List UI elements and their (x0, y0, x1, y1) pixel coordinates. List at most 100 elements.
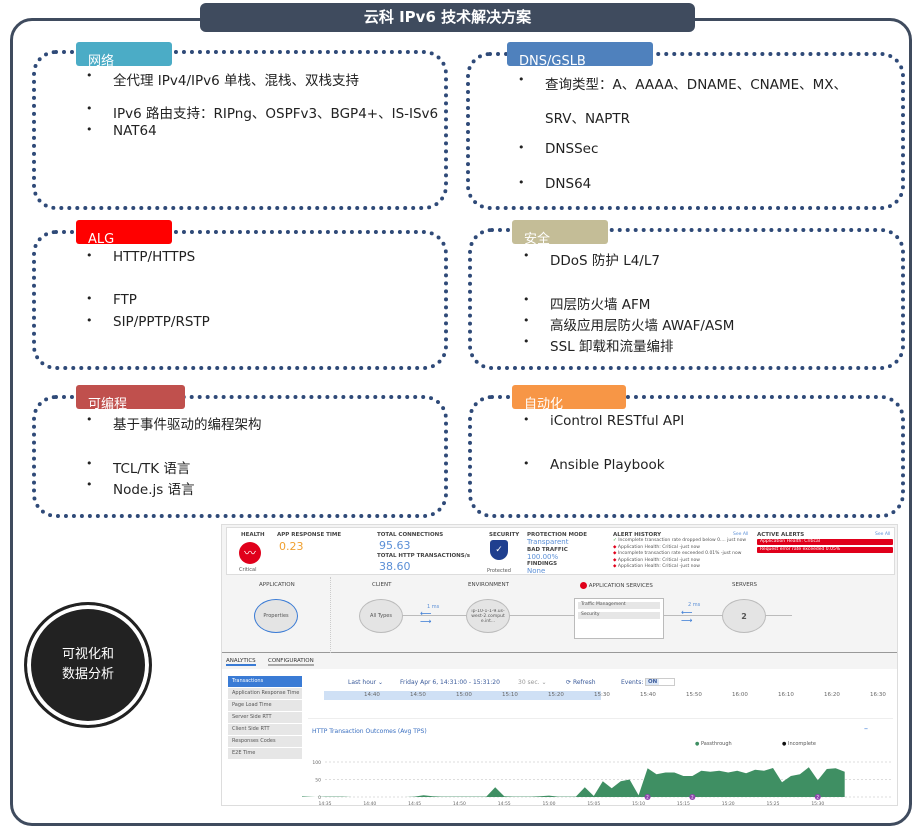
bullet: • (86, 102, 93, 115)
section-box (468, 395, 905, 518)
collapse-icon[interactable]: – (864, 724, 868, 733)
section-item: • 全代理 IPv4/IPv6 单栈、混栈、双栈支持 (86, 69, 359, 89)
active-alerts-see-all[interactable]: See All (875, 532, 891, 537)
bidirectional-arrows-icon: ⟵ ⟶ (420, 609, 432, 626)
tab-analytics[interactable]: ANALYTICS (226, 658, 256, 666)
service-traffic-management[interactable]: Traffic Management (578, 602, 660, 609)
item-text: SRV、NAPTR (545, 111, 631, 127)
refresh-label: Refresh (572, 679, 596, 686)
item-text: SSL 卸载和流量编排 (550, 339, 674, 355)
active-alert[interactable]: Request error rate exceeded 0.05% (757, 547, 893, 553)
analytics-menu-item[interactable]: Transactions (228, 676, 302, 687)
analytics-menu-item[interactable]: Responses Codes (228, 736, 302, 747)
alert-text: Incomplete transaction rate exceeded 0.0… (617, 551, 742, 556)
range-select[interactable]: Last hour ⌄ (348, 679, 384, 686)
alert-history-item: ◆ Application Health: Critical -just now (613, 564, 753, 571)
connections-value: 95.63 (379, 539, 411, 552)
timeline-tick: 15:10 (502, 692, 518, 698)
alert-text: Application Health: Critical -just now (617, 564, 700, 569)
analytics-menu-item[interactable]: E2E Time (228, 748, 302, 759)
analytics-menu-item[interactable]: Client Side RTT (228, 724, 302, 735)
transactions-chart: 0 50 100 14:35 14:40 14:45 14:50 14:55 15:00 15:0… (302, 760, 892, 806)
service-security[interactable]: Security (578, 612, 660, 619)
x-tick-label: 14:35 (319, 801, 332, 806)
event-count: 2 (646, 795, 649, 800)
timeline-tick: 14:40 (364, 692, 380, 698)
health-label: HEALTH (241, 532, 265, 538)
active-alert[interactable]: Application Health: Critical (757, 539, 893, 545)
alert-history-see-all[interactable]: See All (733, 532, 749, 537)
timeline-tick: 16:20 (824, 692, 840, 698)
bullet: • (518, 73, 525, 86)
y-tick-label: 100 (312, 760, 321, 766)
divider (330, 577, 331, 653)
section-item: • FTP (86, 292, 137, 308)
tab-configuration[interactable]: CONFIGURATION (268, 658, 314, 666)
y-tick-label: 0 (318, 795, 321, 801)
event-count: 2 (691, 795, 694, 800)
section-item: • 基于事件驱动的编程架构 (86, 413, 262, 433)
time-controls: Last hour ⌄ Friday Apr 6, 14:31:00 - 15:… (308, 673, 893, 719)
bullet: • (86, 314, 93, 327)
item-text: FTP (113, 292, 137, 308)
summary-bar: HEALTH 〰 Critical APP RESPONSE TIME 0.23… (226, 527, 895, 575)
item-text: IPv6 路由支持：RIPng、OSPFv3、BGP4+、IS-ISv6 (113, 106, 439, 122)
all-types-label: All Types (370, 613, 392, 619)
timeline-tick: 15:30 (594, 692, 610, 698)
x-tick-label: 15:25 (767, 801, 780, 806)
y-tick-label: 50 (315, 778, 321, 784)
passthrough-area (302, 767, 845, 797)
client-node[interactable]: All Types (359, 599, 403, 633)
properties-node[interactable]: Properties (254, 599, 298, 633)
section-tag: 自动化 (512, 385, 626, 409)
refresh-button[interactable]: ⟳ Refresh (566, 679, 596, 686)
interval-select[interactable]: 30 sec. ⌄ (518, 679, 547, 686)
section-box (32, 230, 448, 370)
analytics-menu-item[interactable]: Page Load Time (228, 700, 302, 711)
section-tag: ALG (76, 220, 172, 244)
bidirectional-arrows-icon: ⟵ ⟶ (681, 608, 693, 625)
app-response-value: 0.23 (279, 540, 304, 553)
item-text: 高级应用层防火墙 AWAF/ASM (550, 318, 735, 334)
x-tick-label: 14:45 (408, 801, 421, 806)
analytics-menu-item[interactable]: Application Response Time (228, 688, 302, 699)
section-item: • SSL 卸载和流量编排 (523, 335, 674, 355)
bullet: • (523, 314, 530, 327)
item-text: 四层防火墙 AFM (550, 297, 651, 313)
item-text: 基于事件驱动的编程架构 (113, 417, 262, 433)
legend-label: Passthrough (700, 741, 732, 747)
alert-text: Application Health: Critical -just now (617, 557, 700, 563)
bullet: • (86, 123, 93, 136)
bullet: • (523, 457, 530, 470)
section-tag: DNS/GSLB (507, 42, 653, 66)
properties-label: Properties (263, 613, 289, 619)
environment-node[interactable]: ip-10-1-1-9.us-west-2.compute.int... (466, 599, 510, 633)
server-count: 2 (741, 611, 747, 621)
events-label: Events: (621, 679, 644, 686)
shield-icon: ✓ (490, 540, 508, 560)
timeline-selection[interactable] (324, 691, 601, 700)
bad-traffic-label: BAD TRAFFIC (527, 547, 568, 553)
section-tag: 安全 (512, 220, 608, 244)
item-text: iControl RESTful API (550, 413, 685, 429)
security-status: Protected (487, 568, 511, 574)
connections-label: TOTAL CONNECTIONS (377, 532, 444, 538)
section-item: • TCL/TK 语言 (86, 457, 190, 477)
protection-mode-label: PROTECTION MODE (527, 532, 587, 538)
active-alerts-label: ACTIVE ALERTS (757, 532, 805, 538)
item-text: HTTP/HTTPS (113, 249, 196, 265)
http-tx-label: TOTAL HTTP TRANSACTIONS/s (377, 553, 471, 559)
servers-node[interactable]: 2 (722, 599, 766, 633)
alert-icon: ◆ (613, 544, 617, 550)
visualization-circle: 可视化和数据分析 (24, 602, 152, 728)
events-toggle[interactable]: ON (645, 678, 675, 686)
section-item: • SIP/PPTP/RSTP (86, 314, 210, 330)
section-item: • 高级应用层防火墙 AWAF/ASM (523, 314, 735, 334)
section-item: • IPv6 路由支持：RIPng、OSPFv3、BGP4+、IS-ISv6 (86, 102, 439, 122)
bullet: • (86, 69, 93, 82)
section-item: • Node.js 语言 (86, 478, 195, 498)
section-item: • HTTP/HTTPS (86, 249, 196, 265)
bad-traffic-value: 100.00% (527, 553, 559, 561)
application-label: APPLICATION (259, 582, 295, 588)
analytics-menu-item[interactable]: Server Side RTT (228, 712, 302, 723)
